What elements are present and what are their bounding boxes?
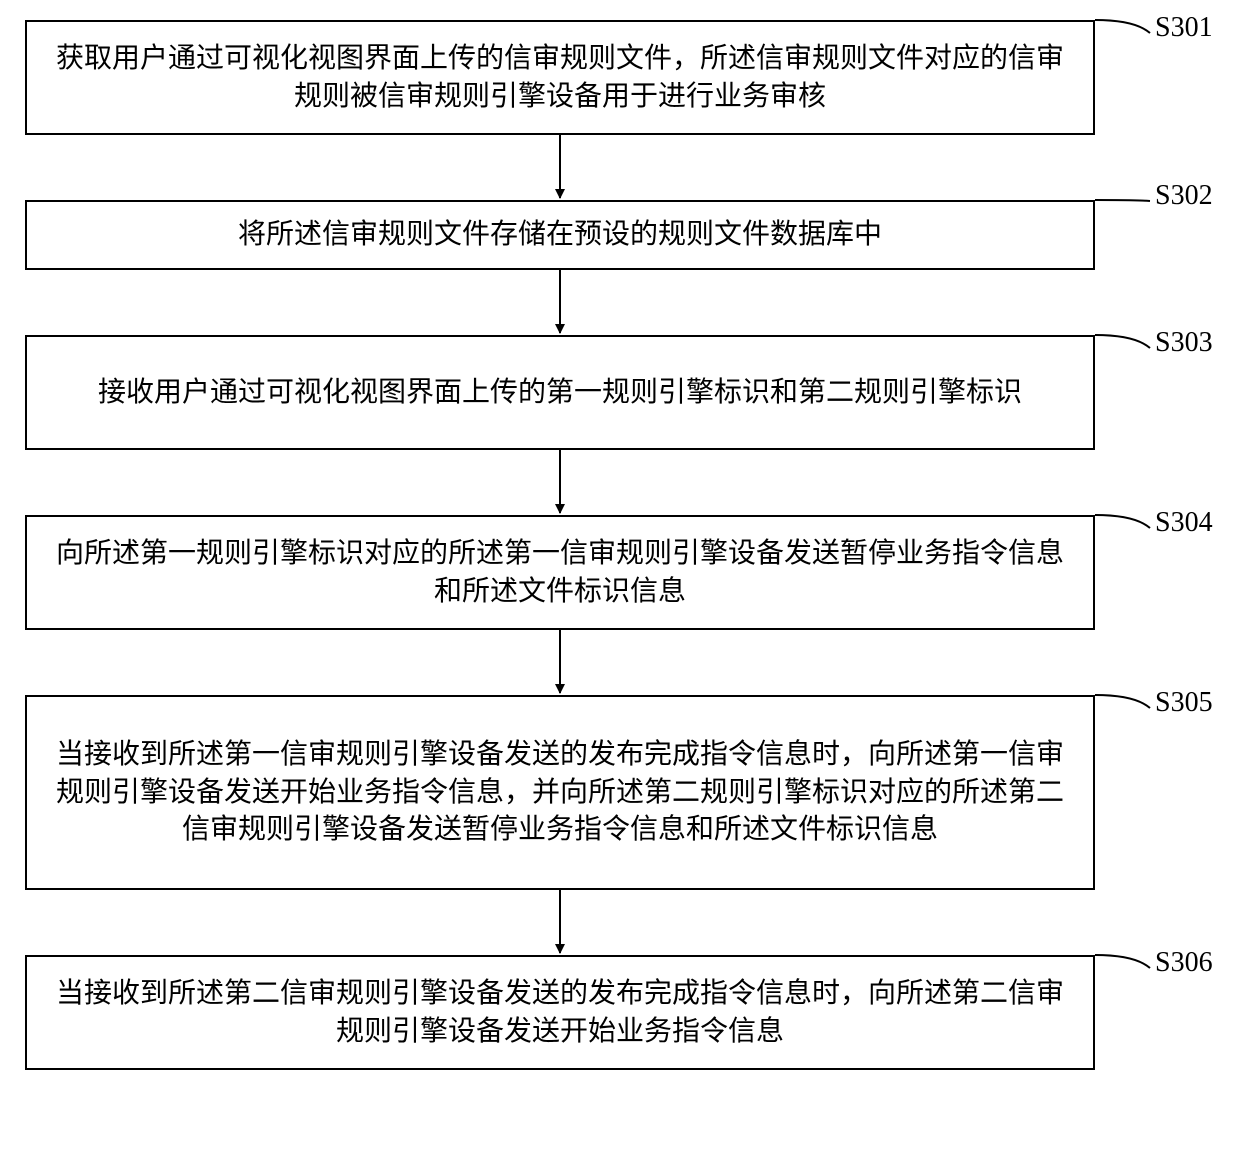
flow-node-text: 当接收到所述第二信审规则引擎设备发送的发布完成指令信息时，向所述第二信审规则引擎… bbox=[47, 975, 1073, 1051]
flow-node-n3: 接收用户通过可视化视图界面上传的第一规则引擎标识和第二规则引擎标识 bbox=[25, 335, 1095, 450]
flow-node-text: 向所述第一规则引擎标识对应的所述第一信审规则引擎设备发送暂停业务指令信息和所述文… bbox=[47, 535, 1073, 611]
step-label-s302: S302 bbox=[1155, 180, 1213, 212]
leader-n5 bbox=[1095, 695, 1150, 708]
leader-n3 bbox=[1095, 335, 1150, 348]
flow-node-n4: 向所述第一规则引擎标识对应的所述第一信审规则引擎设备发送暂停业务指令信息和所述文… bbox=[25, 515, 1095, 630]
leader-n1 bbox=[1095, 20, 1150, 33]
flowchart-stage: 获取用户通过可视化视图界面上传的信审规则文件，所述信审规则文件对应的信审规则被信… bbox=[0, 0, 1240, 1165]
step-label-s304: S304 bbox=[1155, 507, 1213, 539]
flow-node-n6: 当接收到所述第二信审规则引擎设备发送的发布完成指令信息时，向所述第二信审规则引擎… bbox=[25, 955, 1095, 1070]
flow-node-text: 当接收到所述第一信审规则引擎设备发送的发布完成指令信息时，向所述第一信审规则引擎… bbox=[47, 736, 1073, 849]
flow-node-text: 接收用户通过可视化视图界面上传的第一规则引擎标识和第二规则引擎标识 bbox=[98, 374, 1022, 412]
flow-node-n2: 将所述信审规则文件存储在预设的规则文件数据库中 bbox=[25, 200, 1095, 270]
step-label-s306: S306 bbox=[1155, 947, 1213, 979]
flow-node-text: 将所述信审规则文件存储在预设的规则文件数据库中 bbox=[238, 216, 882, 254]
leader-n6 bbox=[1095, 955, 1150, 968]
step-label-s301: S301 bbox=[1155, 12, 1213, 44]
flow-node-n5: 当接收到所述第一信审规则引擎设备发送的发布完成指令信息时，向所述第一信审规则引擎… bbox=[25, 695, 1095, 890]
leader-n2 bbox=[1095, 200, 1150, 201]
flow-node-n1: 获取用户通过可视化视图界面上传的信审规则文件，所述信审规则文件对应的信审规则被信… bbox=[25, 20, 1095, 135]
step-label-s305: S305 bbox=[1155, 687, 1213, 719]
flow-node-text: 获取用户通过可视化视图界面上传的信审规则文件，所述信审规则文件对应的信审规则被信… bbox=[47, 40, 1073, 116]
leader-n4 bbox=[1095, 515, 1150, 528]
step-label-s303: S303 bbox=[1155, 327, 1213, 359]
